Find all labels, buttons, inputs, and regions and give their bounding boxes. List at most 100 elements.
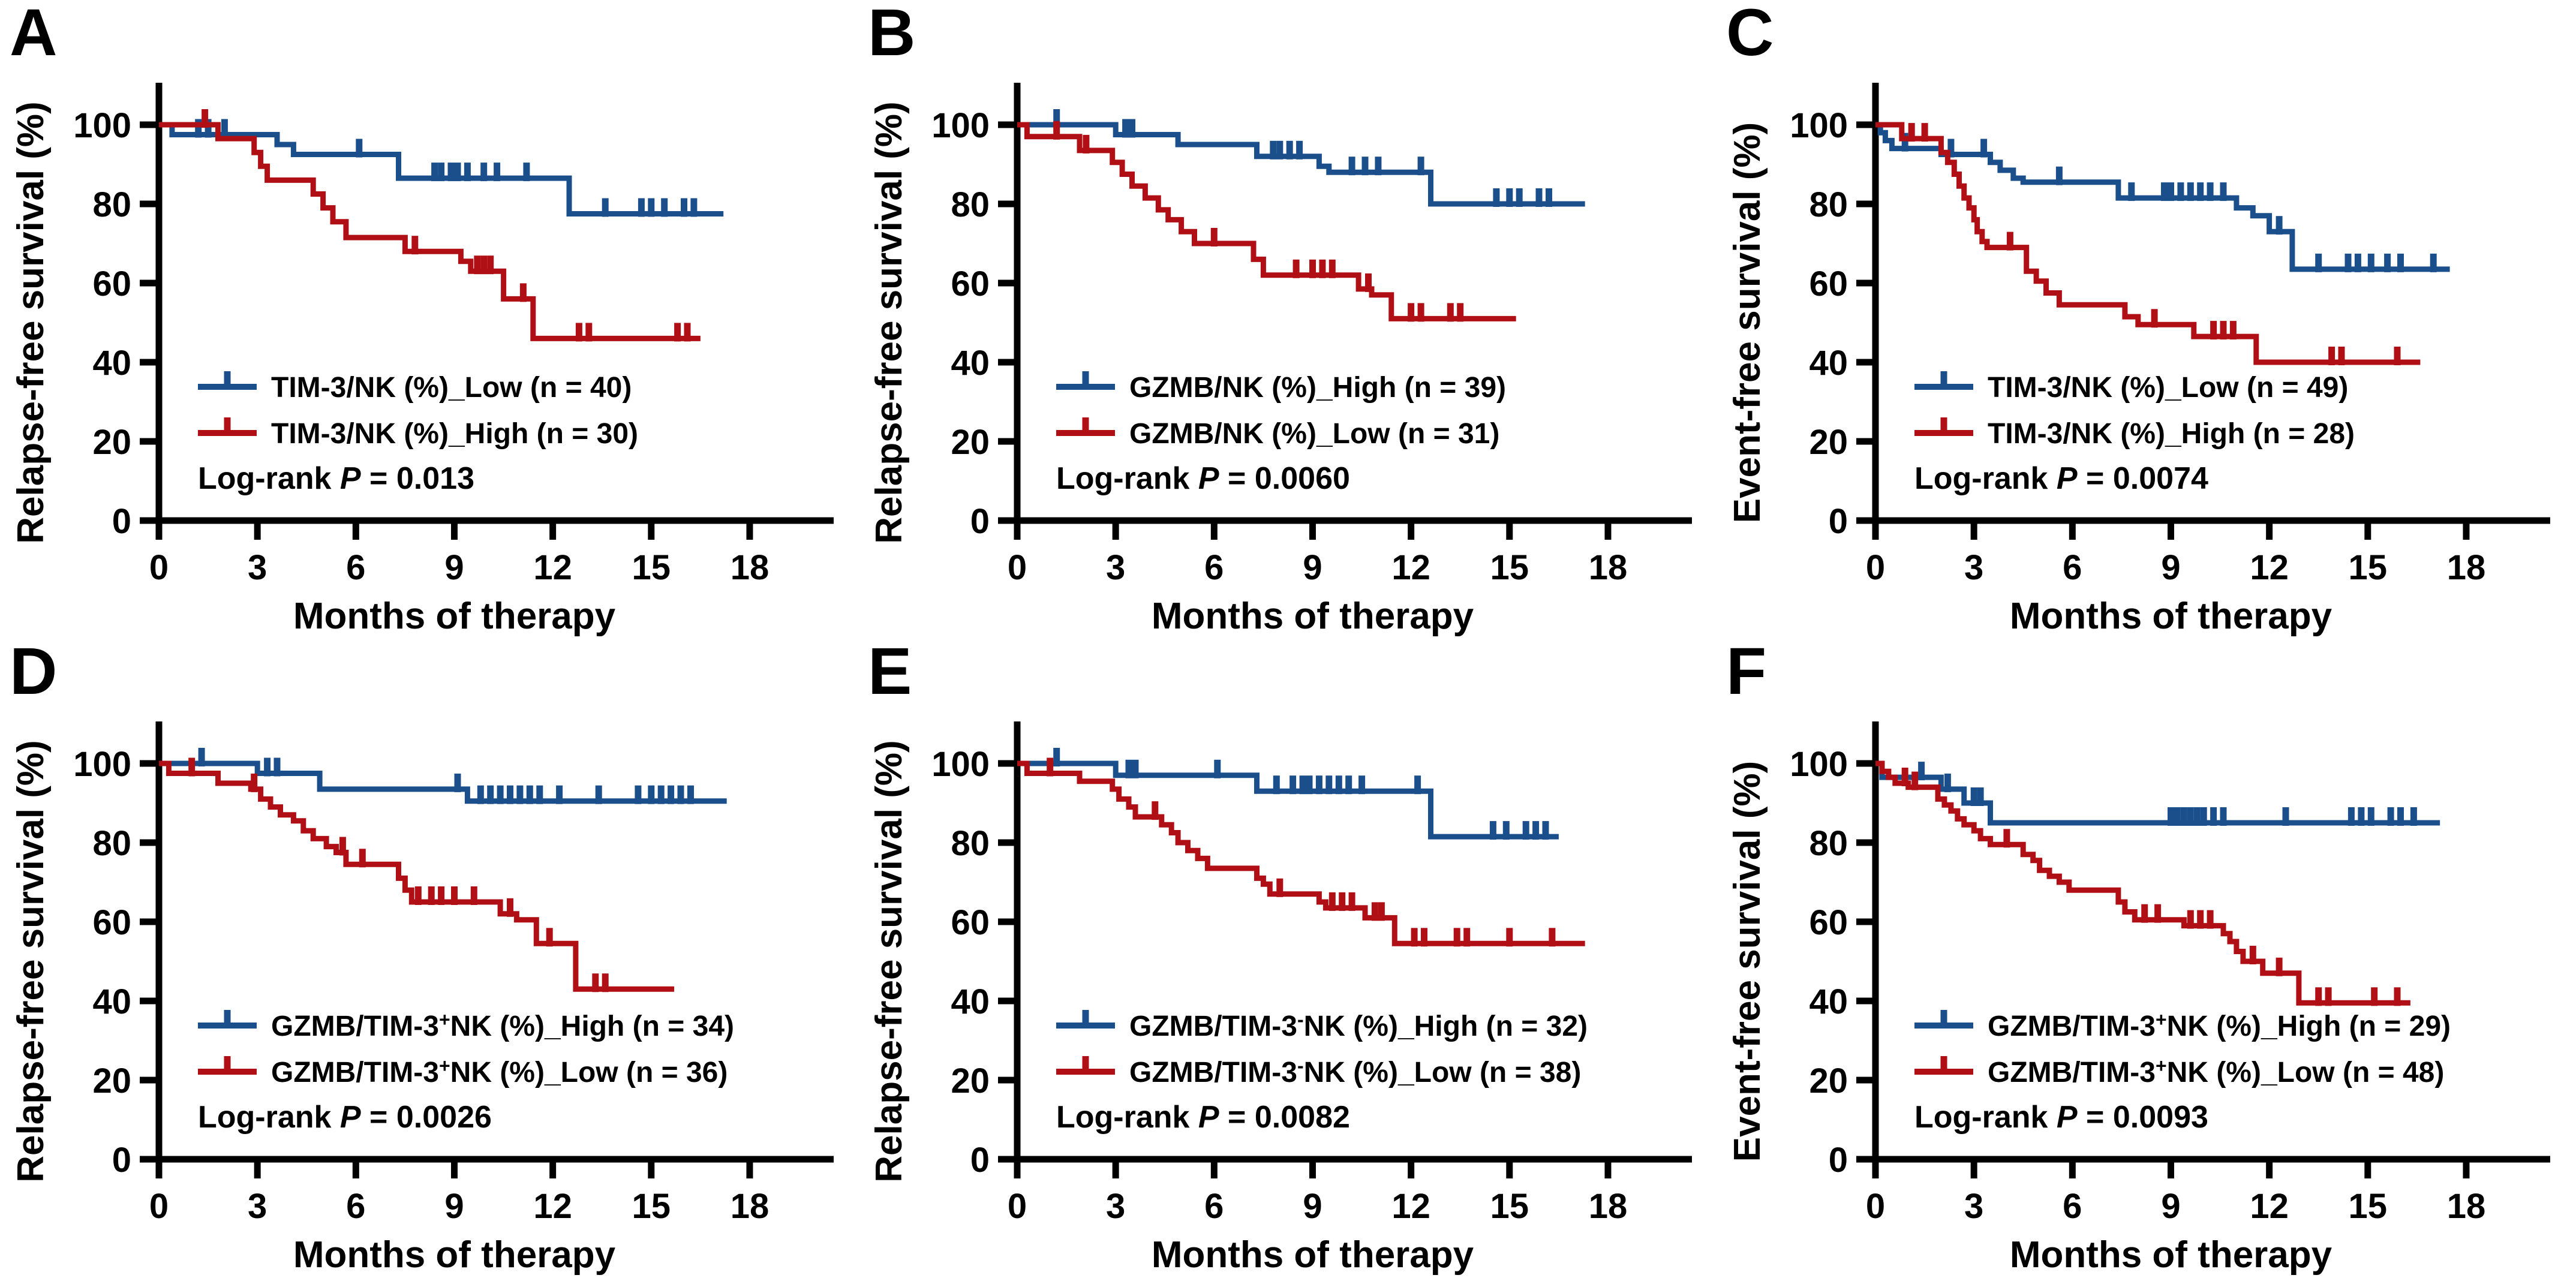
censor-tick-blue [2128, 182, 2135, 202]
x-tick-label: 15 [632, 1187, 671, 1226]
legend-label: TIM-3/NK (%)_Low (n = 40) [271, 372, 632, 404]
legend: GZMB/TIM-3+NK (%)_High (n = 34) GZMB/TIM-… [198, 1009, 734, 1088]
x-tick-label: 0 [1008, 1187, 1027, 1226]
censor-tick-blue [1522, 821, 1529, 840]
censor-tick-blue [648, 785, 655, 804]
censor-tick-red [1328, 259, 1336, 278]
y-tick-label: 100 [73, 106, 131, 145]
censor-tick-blue [2207, 182, 2214, 202]
censor-tick-blue [464, 163, 471, 182]
y-axis-title: Relapse-free survival (%) [10, 101, 52, 543]
censor-tick-blue [2282, 807, 2289, 826]
legend-label: GZMB/TIM-3+NK (%)_Low (n = 36) [271, 1055, 728, 1088]
censor-tick-red [1549, 928, 1556, 947]
censor-tick-blue [556, 785, 563, 804]
censor-tick-blue [1532, 821, 1540, 840]
censor-tick-red [470, 886, 477, 905]
censor-tick-blue [198, 748, 205, 766]
censor-tick-red [1371, 902, 1378, 921]
censor-tick-blue [431, 163, 438, 182]
censor-tick-red [1408, 303, 1415, 322]
x-tick-label: 15 [632, 548, 671, 587]
censor-tick-blue [480, 163, 488, 182]
x-tick-label: 18 [1589, 548, 1628, 587]
y-tick-label: 100 [1790, 106, 1848, 145]
censor-tick-blue [677, 785, 684, 804]
censor-tick-blue [595, 785, 602, 804]
censor-tick-blue [681, 198, 687, 217]
censor-tick-blue [2276, 216, 2283, 235]
x-tick-label: 3 [1964, 1187, 1983, 1226]
censor-tick-blue [1053, 109, 1060, 128]
km-curve-red [1017, 122, 1516, 321]
censor-tick-blue [1053, 748, 1060, 766]
censor-tick-blue [494, 163, 501, 182]
censor-tick-blue [454, 163, 461, 182]
censor-tick-red [602, 973, 609, 993]
y-tick-label: 60 [92, 264, 131, 303]
censor-tick-red [2151, 309, 2158, 328]
censor-tick-blue [690, 198, 698, 217]
legend-label: TIM-3/NK (%)_High (n = 28) [1988, 418, 2355, 450]
curve-red [1875, 760, 2410, 1006]
censor-tick-blue [1270, 140, 1277, 160]
legend-label: GZMB/TIM-3+NK (%)_Low (n = 48) [1988, 1055, 2444, 1088]
censor-tick-red [1328, 892, 1336, 911]
censor-tick-red [1378, 902, 1385, 921]
censor-tick-blue [2161, 182, 2168, 202]
censor-tick-blue [1901, 133, 1908, 152]
axes: 0 20 40 60 80 100 0 3 6 9 12 15 18 [1790, 721, 2550, 1226]
km-curve-blue [1017, 122, 1585, 207]
x-tick-label: 0 [1866, 1187, 1885, 1226]
censor-tick-red [1365, 273, 1372, 292]
curve-blue [159, 748, 727, 804]
panel-F-plot: 0 20 40 60 80 100 0 3 6 9 12 15 18 Months of therapy E… [1727, 721, 2550, 1276]
censor-tick-blue [1970, 787, 1977, 806]
censor-tick-red [507, 898, 513, 917]
panel-E-plot: 0 20 40 60 80 100 0 3 6 9 12 15 18 Months of therapy R… [868, 721, 1692, 1276]
y-tick-label: 80 [1809, 185, 1848, 224]
x-tick-label: 12 [533, 1187, 572, 1226]
x-tick-label: 18 [2447, 1187, 2486, 1226]
censor-tick-blue [657, 785, 665, 804]
km-curve-blue [159, 760, 727, 804]
censor-tick-red [202, 109, 209, 128]
y-tick-label: 20 [92, 423, 131, 462]
y-tick-label: 80 [1809, 824, 1848, 863]
y-tick-label: 60 [1809, 903, 1848, 942]
censor-tick-red [519, 283, 527, 302]
censor-tick-red [585, 323, 593, 342]
censor-tick-red [1457, 303, 1464, 322]
y-axis-title: Relapse-free survival (%) [868, 740, 910, 1182]
censor-tick-blue [2220, 807, 2227, 826]
y-tick-label: 0 [970, 1141, 990, 1180]
panel-D: D 0 20 40 60 80 100 0 3 6 9 12 15 18 Months of therap… [0, 639, 858, 1278]
x-tick-label: 18 [731, 1187, 770, 1226]
panel-B: B 0 20 40 60 80 100 0 3 6 9 12 15 18 Months of therap… [858, 0, 1717, 639]
y-tick-label: 40 [92, 982, 131, 1021]
censor-tick-red [1921, 123, 1928, 142]
km-curve-red [159, 122, 701, 341]
legend-key-censor-blue [1082, 371, 1089, 387]
y-tick-label: 20 [1809, 1062, 1848, 1100]
y-axis-title: Event-free survival (%) [1727, 122, 1768, 523]
y-axis-title: Relapse-free survival (%) [868, 101, 910, 543]
censor-tick-blue [1546, 188, 1552, 207]
censor-tick-blue [1345, 775, 1352, 795]
legend-key-censor-red [1940, 1056, 1947, 1072]
censor-tick-blue [1289, 775, 1297, 795]
x-tick-label: 12 [2250, 1187, 2289, 1226]
censor-tick-red [411, 236, 419, 255]
censor-tick-blue [668, 785, 675, 804]
y-tick-label: 100 [931, 106, 990, 145]
censor-tick-blue [2200, 807, 2207, 826]
legend-key-censor-blue [1940, 371, 1947, 387]
censor-tick-blue [1980, 139, 1988, 158]
censor-tick-red [1348, 892, 1355, 911]
censor-tick-blue [2197, 182, 2204, 202]
logrank-p-value: Log-rank P = 0.013 [198, 461, 474, 496]
censor-tick-blue [1315, 775, 1322, 795]
censor-tick-blue [2193, 807, 2201, 826]
legend-key-censor-blue [224, 371, 231, 387]
censor-tick-blue [536, 785, 543, 804]
